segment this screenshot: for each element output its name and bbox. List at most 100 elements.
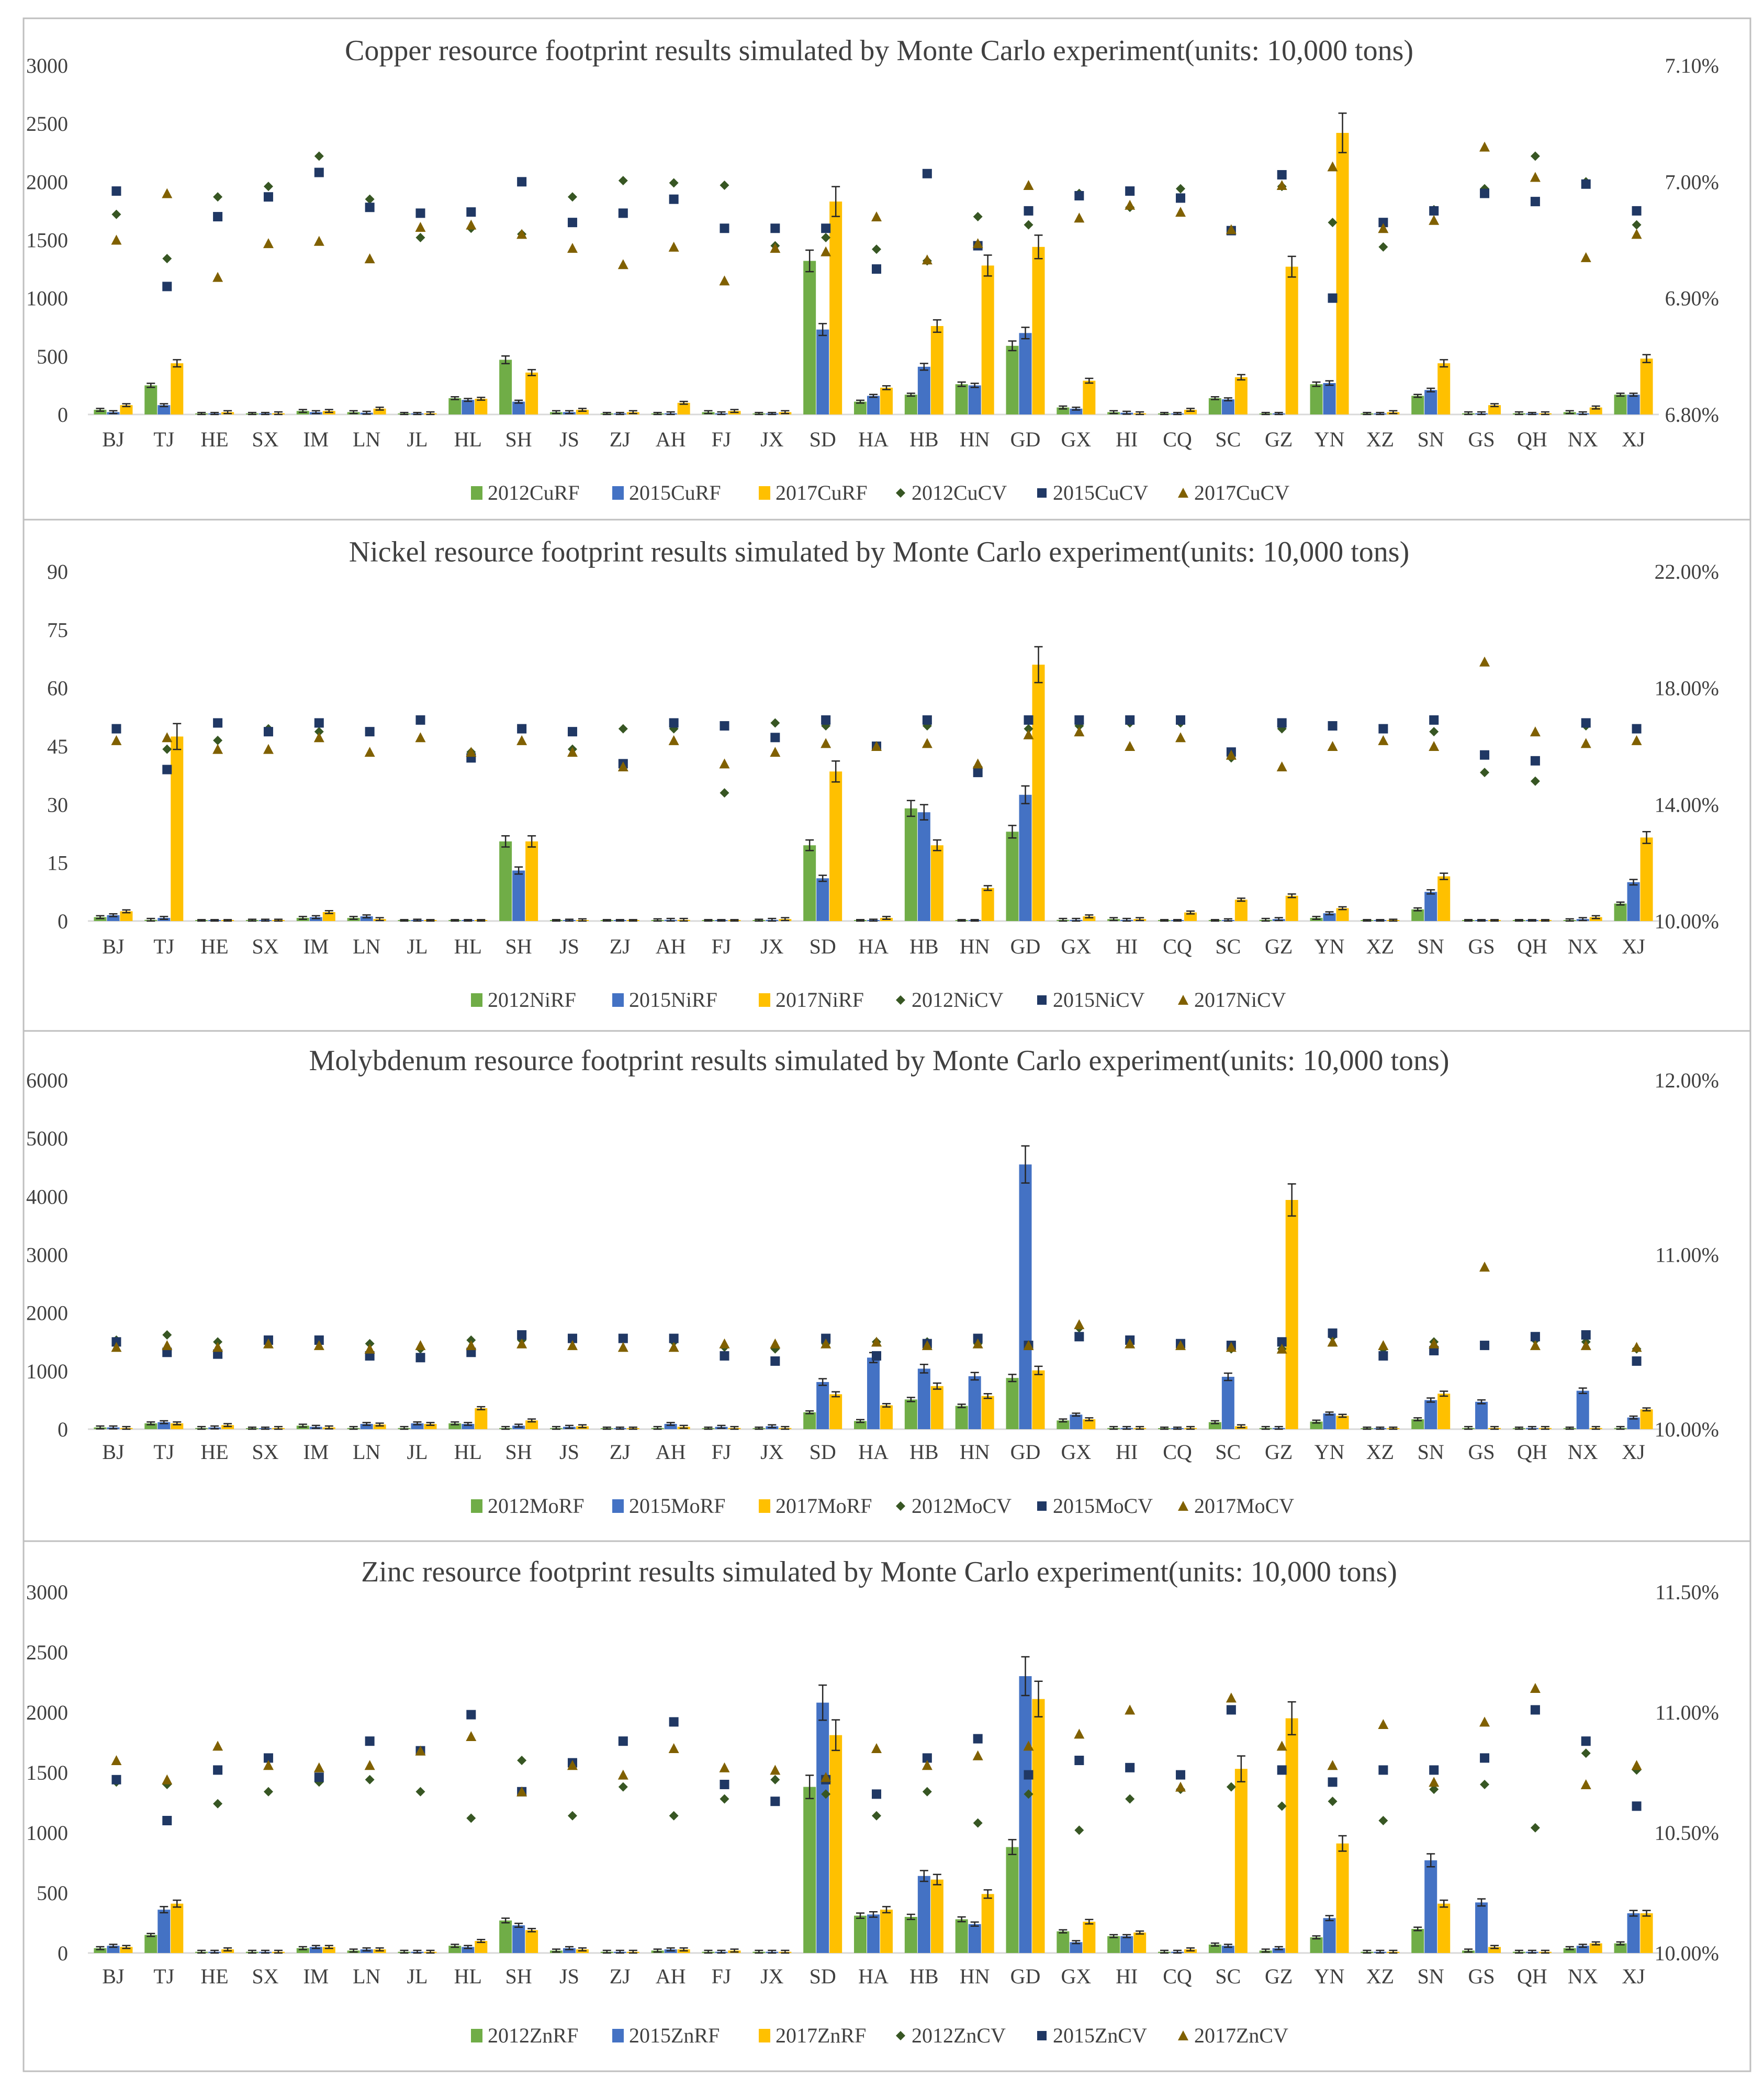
marker-2017ZnCV: [263, 1760, 274, 1770]
legend-swatch: [1037, 995, 1047, 1005]
bar-2012NiRF: [1614, 903, 1627, 921]
x-tick-label: JL: [407, 428, 428, 451]
marker-2017ZnCV: [1580, 1779, 1591, 1789]
marker-2017ZnCV: [516, 1786, 527, 1797]
marker-2012CuCV: [872, 244, 881, 254]
marker-2012ZnCV: [1378, 1816, 1388, 1825]
marker-2017CuCV: [415, 222, 426, 232]
y2-tick-label: 11.50%: [1655, 1580, 1719, 1604]
y2-tick-label: 6.90%: [1665, 287, 1719, 310]
marker-2017NiCV: [1125, 741, 1136, 751]
bar-2012CuRF: [1208, 398, 1221, 414]
bar-2012ZnRF: [1411, 1929, 1424, 1953]
bar-2012CuRF: [448, 398, 462, 414]
x-tick-label: JS: [559, 935, 579, 958]
marker-2012CuCV: [162, 254, 172, 264]
marker-2015NiCV: [1480, 750, 1490, 760]
y2-tick-label: 7.10%: [1665, 54, 1719, 77]
y-tick-label: 500: [37, 345, 68, 368]
marker-2015MoCV: [1328, 1328, 1338, 1338]
bar-2017CuRF: [829, 201, 842, 414]
y2-tick-label: 12.00%: [1655, 1069, 1719, 1092]
bar-2012NiRF: [1411, 909, 1424, 921]
marker-2017MoCV: [972, 1338, 983, 1349]
marker-2017NiCV: [871, 741, 882, 751]
bar-2015ZnRF: [1070, 1942, 1083, 1953]
marker-2015ZnCV: [1581, 1736, 1591, 1746]
x-tick-label: FJ: [712, 428, 732, 451]
marker-2012CuCV: [415, 233, 425, 243]
marker-2015CuCV: [517, 177, 527, 187]
bar-2012ZnRF: [1006, 1847, 1019, 1953]
legend-swatch: [612, 1499, 624, 1513]
marker-2015ZnCV: [314, 1772, 324, 1782]
bar-2015MoRF: [1576, 1390, 1589, 1429]
bar-2017NiRF: [1285, 895, 1298, 921]
y-tick-label: 2500: [26, 112, 68, 136]
marker-2015CuCV: [1277, 170, 1287, 179]
x-tick-label: HE: [200, 935, 228, 958]
bar-2015NiRF: [917, 812, 930, 921]
marker-2017NiCV: [1429, 741, 1440, 751]
bar-2015ZnRF: [1019, 1676, 1032, 1953]
marker-2015MoCV: [872, 1351, 881, 1361]
bar-2017CuRF: [1184, 410, 1197, 414]
x-tick-label: BJ: [102, 935, 124, 958]
bar-2017NiRF: [930, 845, 943, 921]
bar-2015NiRF: [816, 878, 829, 921]
x-tick-label: HB: [909, 935, 939, 958]
marker-2017NiCV: [1276, 761, 1287, 771]
legend-label: 2017NiRF: [776, 988, 864, 1012]
marker-2015CuCV: [1480, 188, 1490, 198]
marker-2012CuCV: [1632, 220, 1642, 230]
marker-2017ZnCV: [770, 1765, 781, 1775]
x-tick-label: SH: [505, 1440, 532, 1464]
bar-2012CuRF: [94, 410, 107, 414]
marker-2012NiCV: [314, 727, 324, 737]
marker-2017MoCV: [1276, 1343, 1287, 1354]
bar-2017CuRF: [1336, 132, 1349, 414]
bar-2017ZnRF: [171, 1903, 184, 1953]
bar-2015NiRF: [107, 915, 120, 921]
x-tick-label: HE: [200, 1964, 228, 1988]
y-tick-label: 60: [47, 677, 68, 700]
marker-2015NiCV: [1125, 715, 1135, 725]
marker-2017ZnCV: [1327, 1760, 1338, 1770]
bar-2017MoRF: [1437, 1394, 1451, 1429]
x-tick-label: LN: [353, 1440, 380, 1464]
x-tick-label: GZ: [1265, 1964, 1293, 1988]
x-tick-label: SN: [1418, 1440, 1444, 1464]
marker-2012CuCV: [720, 181, 729, 190]
marker-2017MoCV: [871, 1337, 882, 1347]
bar-2015ZnRF: [1475, 1902, 1488, 1953]
bar-2017ZnRF: [1032, 1699, 1045, 1953]
marker-2015CuCV: [111, 186, 121, 196]
x-tick-label: SX: [252, 1964, 278, 1988]
marker-2015MoCV: [1074, 1332, 1084, 1342]
marker-2017ZnCV: [1378, 1719, 1389, 1729]
marker-2012CuCV: [1378, 242, 1388, 252]
marker-2017MoCV: [1023, 1340, 1034, 1350]
marker-2012MoCV: [466, 1335, 476, 1345]
x-tick-label: SC: [1215, 428, 1241, 451]
marker-2017NiCV: [1530, 726, 1541, 737]
marker-2012CuCV: [1176, 184, 1186, 194]
x-tick-label: SD: [810, 935, 836, 958]
x-tick-label: XZ: [1366, 1440, 1394, 1464]
x-tick-label: AH: [656, 428, 686, 451]
chart-border: [23, 519, 1751, 1032]
marker-2017CuCV: [162, 188, 173, 198]
bar-2017MoRF: [171, 1423, 184, 1429]
marker-2015MoCV: [314, 1335, 324, 1345]
bar-2015MoRF: [1070, 1415, 1083, 1429]
bar-2017CuRF: [677, 402, 690, 414]
marker-2015MoCV: [770, 1356, 780, 1366]
marker-2017MoCV: [162, 1340, 173, 1350]
x-tick-label: HA: [858, 935, 889, 958]
marker-2015NiCV: [517, 724, 527, 734]
bar-2012NiRF: [803, 845, 816, 921]
legend-swatch: [471, 486, 482, 500]
chart-title: Nickel resource footprint results simula…: [349, 536, 1409, 568]
bar-2017NiRF: [525, 841, 538, 921]
bar-2015NiRF: [1019, 794, 1032, 921]
